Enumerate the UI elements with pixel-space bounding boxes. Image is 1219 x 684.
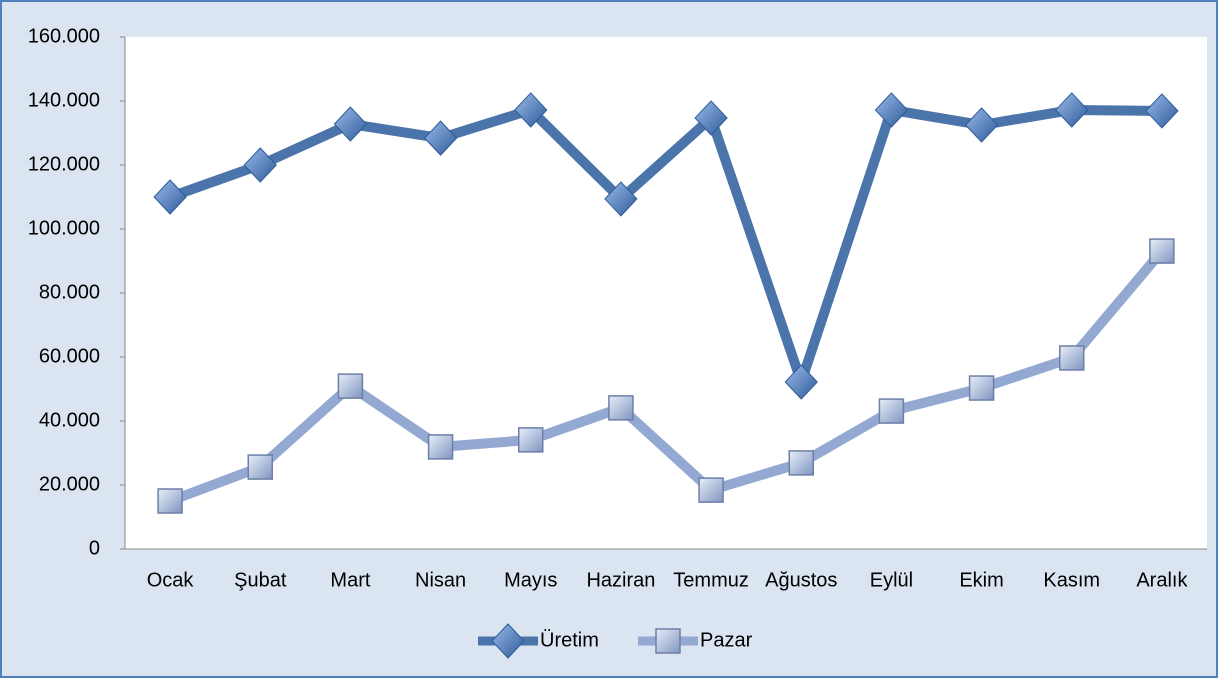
point-marker <box>243 147 277 183</box>
point-marker <box>608 395 634 421</box>
point-marker <box>878 398 905 424</box>
point-marker <box>784 364 818 400</box>
x-tick-label: Nisan <box>415 569 466 591</box>
point-marker <box>788 450 814 476</box>
x-tick-label: Mart <box>330 569 370 591</box>
y-tick-label: 60.000 <box>39 345 100 367</box>
x-tick-label: Ocak <box>147 569 195 591</box>
x-tick-label: Eylül <box>870 569 913 591</box>
x-tick-label: Ağustos <box>765 569 837 591</box>
y-tick-label: 100.000 <box>28 217 100 239</box>
y-tick-label: 80.000 <box>39 281 100 303</box>
y-tick-label: 120.000 <box>28 153 100 175</box>
point-marker <box>427 434 454 460</box>
x-tick-label: Mayıs <box>504 569 557 591</box>
x-tick-label: Kasım <box>1043 569 1100 591</box>
point-marker <box>874 92 909 128</box>
x-tick-label: Şubat <box>234 569 287 591</box>
point-marker <box>694 100 728 136</box>
point-marker <box>247 454 273 480</box>
point-marker <box>1055 92 1089 128</box>
y-tick-label: 40.000 <box>39 409 100 431</box>
x-tick-label: Aralık <box>1136 569 1188 591</box>
series-line <box>168 247 1166 506</box>
point-marker <box>157 488 183 514</box>
point-marker <box>1145 93 1179 129</box>
point-marker <box>423 120 458 156</box>
point-marker <box>604 181 638 217</box>
y-tick-label: 20.000 <box>39 473 100 495</box>
y-tick-label: 160.000 <box>28 25 100 47</box>
point-marker <box>518 427 544 453</box>
x-tick-label: Ekim <box>959 569 1003 591</box>
legend-marker <box>491 623 525 659</box>
point-marker <box>968 375 995 401</box>
x-tick-label: Haziran <box>586 569 655 591</box>
legend-label: Pazar <box>700 629 753 651</box>
point-marker <box>1149 238 1175 264</box>
y-tick-label: 140.000 <box>28 89 100 111</box>
point-marker <box>333 106 368 142</box>
legend-marker <box>655 628 681 654</box>
series-line <box>168 104 1162 387</box>
point-marker <box>514 92 548 128</box>
x-tick-label: Temmuz <box>673 569 749 591</box>
point-marker <box>337 373 364 399</box>
y-tick-label: 0 <box>89 537 100 559</box>
point-marker <box>698 477 724 503</box>
point-marker <box>1059 345 1085 371</box>
legend-label: Üretim <box>540 629 599 651</box>
point-marker <box>964 107 999 143</box>
point-marker <box>153 179 187 215</box>
